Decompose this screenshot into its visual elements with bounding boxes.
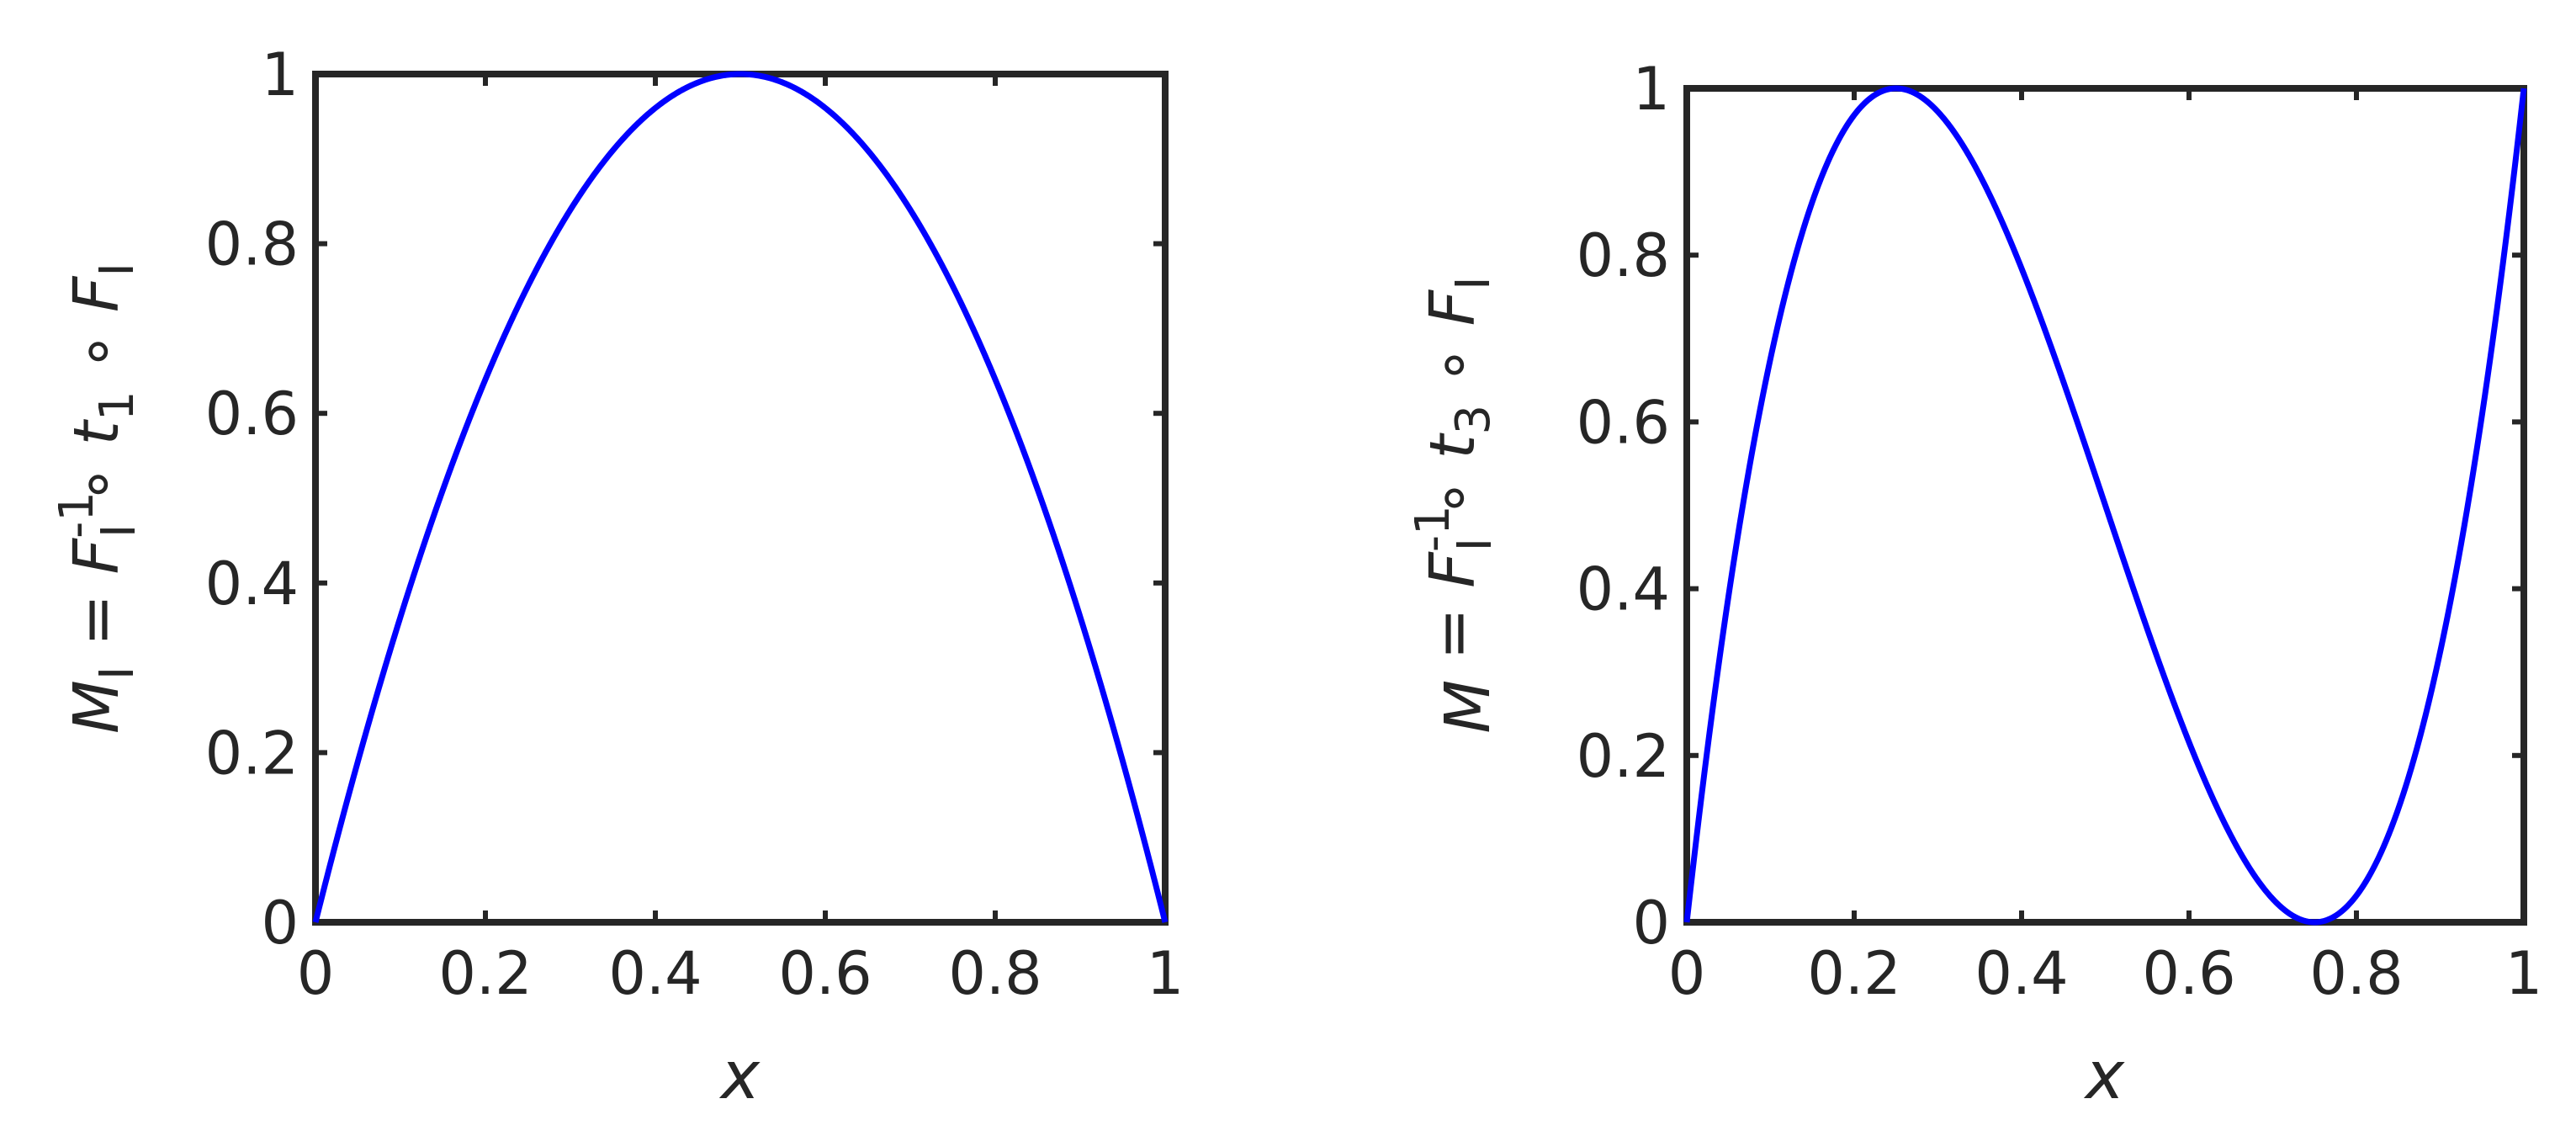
- x-tick-label: 0.6: [2142, 939, 2235, 1008]
- x-tick-label: 0: [1668, 939, 1706, 1008]
- y-axis-label-left: MI = F-1I ∘ t1 ∘ FI: [50, 263, 146, 734]
- y-tick-label: 0.8: [1577, 221, 1670, 290]
- y-tick-label: 0: [261, 889, 299, 958]
- x-tick-label: 0: [297, 939, 335, 1008]
- x-tick-label: 0.2: [438, 939, 532, 1008]
- y-tick-label: 0.4: [205, 549, 299, 618]
- x-tick-label: 0.8: [948, 939, 1042, 1008]
- y-tick-label: 0.2: [1577, 722, 1670, 791]
- y-tick-label: 0.4: [1577, 555, 1670, 624]
- plot-frame-right: [1683, 85, 2527, 926]
- x-axis-label-left: x: [718, 1038, 761, 1114]
- y-tick-label: 1: [1632, 55, 1670, 124]
- x-tick-label: 0.4: [608, 939, 702, 1008]
- y-tick-label: 0.8: [205, 210, 299, 279]
- y-tick-label: 1: [261, 40, 299, 109]
- x-tick-label: 1: [2505, 939, 2543, 1008]
- y-tick-label: 0.6: [205, 380, 299, 449]
- y-tick-label: 0.2: [205, 719, 299, 788]
- x-axis-label-right: x: [2083, 1038, 2125, 1114]
- x-tick-label: 0.2: [1807, 939, 1900, 1008]
- x-tick-label: 0.6: [778, 939, 872, 1008]
- curve-right: [1683, 85, 2527, 926]
- x-tick-labels-right: 0 0.2 0.4 0.6 0.8 1: [1668, 939, 2543, 1008]
- x-tick-label: 1: [1147, 939, 1185, 1008]
- chart-left: 0 0.2 0.4 0.6 0.8 1 0 0.2 0.4 0.6 0.8 1 x MI = F-1…: [50, 40, 1184, 1114]
- x-tick-label: 0.8: [2309, 939, 2403, 1008]
- curve-left: [312, 71, 1169, 923]
- y-tick-labels-right: 0 0.2 0.4 0.6 0.8 1: [1577, 55, 1670, 958]
- x-tick-labels-left: 0 0.2 0.4 0.6 0.8 1: [297, 939, 1185, 1008]
- chart-right: 0 0.2 0.4 0.6 0.8 1 0 0.2 0.4 0.6 0.8 1 x M = F-1I…: [1406, 55, 2542, 1114]
- y-tick-labels-left: 0 0.2 0.4 0.6 0.8 1: [205, 40, 299, 958]
- x-tick-label: 0.4: [1974, 939, 2068, 1008]
- y-tick-label: 0: [1632, 889, 1670, 958]
- y-tick-label: 0.6: [1577, 388, 1670, 457]
- y-axis-label-right: M = F-1I ∘ t3 ∘ FI: [1406, 276, 1504, 733]
